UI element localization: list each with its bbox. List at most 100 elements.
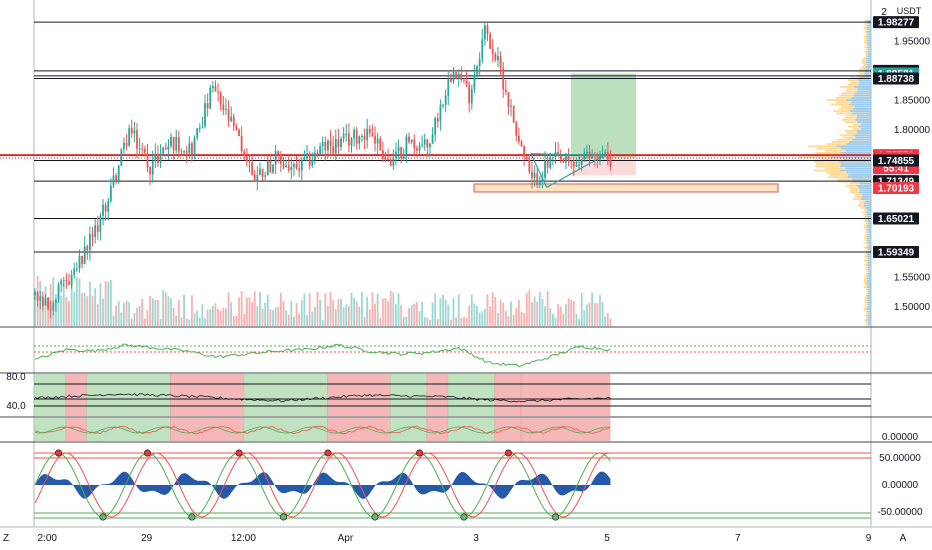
long-position-tool[interactable]	[571, 73, 636, 176]
volume-bar	[201, 304, 204, 326]
candle-body	[321, 141, 324, 147]
volume-bar	[287, 314, 290, 326]
candle-body	[287, 165, 290, 171]
volume-profile-bar	[840, 152, 871, 154]
volume-bar	[551, 313, 554, 326]
zoom-corner-label[interactable]: Z	[3, 533, 9, 544]
volume-profile-bar	[867, 323, 871, 326]
drawings[interactable]	[530, 153, 607, 188]
candle-body	[130, 127, 133, 134]
volume-profile-bar	[867, 39, 871, 42]
volume-bar	[402, 316, 405, 326]
volume-bar	[279, 292, 282, 326]
macd-tick-label: 0.00000	[882, 432, 919, 443]
candle-body	[442, 104, 444, 106]
volume-bar	[308, 293, 311, 326]
volume-bar	[585, 304, 588, 326]
candle-body	[473, 74, 476, 90]
candle-body	[191, 143, 193, 155]
auto-scale-button[interactable]: A	[900, 533, 907, 544]
candle-body	[457, 73, 460, 79]
volume-bar	[130, 318, 133, 326]
volume-bar	[413, 303, 416, 326]
volume-profile-bar	[868, 270, 871, 273]
candle-body	[81, 256, 83, 265]
candle-body	[222, 104, 225, 110]
volume-bar	[423, 316, 426, 326]
volume-profile-bar	[867, 310, 871, 313]
volume-bar	[497, 313, 499, 326]
volume-profile-bar	[867, 28, 871, 31]
candle-body	[565, 154, 567, 163]
candle-body	[52, 302, 55, 311]
candle-body	[580, 159, 583, 165]
candle-body	[65, 280, 68, 282]
volume-bar	[361, 292, 363, 326]
volume-profile-bar	[857, 88, 871, 90]
volume-profile-bar	[867, 259, 871, 262]
volume-bar	[112, 315, 115, 326]
osc3-background-band	[243, 418, 328, 441]
volume-bar	[429, 319, 431, 326]
volume-bar	[431, 302, 434, 326]
buy-signal-dot	[188, 513, 196, 521]
volume-profile-bar	[859, 189, 871, 192]
volume-profile-bar	[867, 233, 871, 236]
candle-body	[562, 159, 565, 163]
price-tag-label: 1.70193	[878, 183, 915, 194]
candle-body	[423, 139, 426, 145]
volume-profile-bar	[847, 176, 871, 178]
candle-body	[426, 139, 429, 148]
candle-body	[546, 160, 549, 168]
volume-bar	[264, 302, 267, 326]
candle-body	[468, 84, 471, 104]
volume-profile-bar	[867, 284, 871, 286]
candle-body	[491, 48, 494, 54]
price-axis[interactable]: 1.50000 1.55000 1.80000 1.85000 1.95000 21.98…	[873, 7, 931, 313]
candle-body	[277, 151, 280, 155]
price-tag	[873, 181, 919, 194]
candle-body	[175, 136, 178, 151]
volume-profile-bar	[849, 141, 871, 143]
candle-body	[389, 159, 392, 166]
volume-bar	[533, 296, 536, 326]
volume-bar	[525, 293, 528, 326]
volume-bar	[452, 298, 455, 326]
volume-bar	[274, 307, 277, 326]
volume-bar	[232, 315, 235, 326]
volume-profile-bar	[868, 312, 871, 315]
candle-body	[353, 129, 356, 139]
volume-bar	[162, 290, 165, 326]
volume-bar	[392, 292, 395, 326]
volume-bar	[256, 306, 259, 326]
volume-bar	[381, 298, 384, 326]
volume-profile-bar	[867, 301, 871, 304]
volume-bar	[593, 302, 596, 326]
volume-profile-bar	[867, 266, 871, 269]
candle-body	[449, 78, 452, 82]
candle-body	[107, 201, 110, 212]
candle-body	[36, 292, 39, 301]
candle-body	[455, 72, 458, 79]
volume-bar	[269, 309, 272, 326]
volume-profile-bar	[867, 273, 871, 275]
time-axis[interactable]: 2:00 29 12:00 Apr 3 5 7 9 Z A	[3, 533, 907, 544]
candle-body	[211, 86, 214, 88]
volume-profile-bar	[850, 110, 871, 112]
rsi-background-band	[447, 374, 496, 416]
candle-body	[324, 141, 327, 151]
volume-bar	[198, 317, 201, 326]
volume-profile-bar	[839, 160, 871, 163]
volume-bar	[355, 301, 358, 326]
volume-bar	[141, 298, 144, 326]
volume-bar	[520, 311, 523, 326]
volume-profile-bar	[864, 200, 871, 203]
volume-bar	[580, 292, 583, 326]
volume-bar	[170, 298, 172, 326]
candle-body	[55, 299, 57, 303]
sell-signal-dot	[504, 449, 512, 457]
volume-profile-bar	[867, 279, 871, 282]
horizontal-levels[interactable]	[0, 21, 871, 253]
volume-profile-bar	[845, 149, 871, 152]
